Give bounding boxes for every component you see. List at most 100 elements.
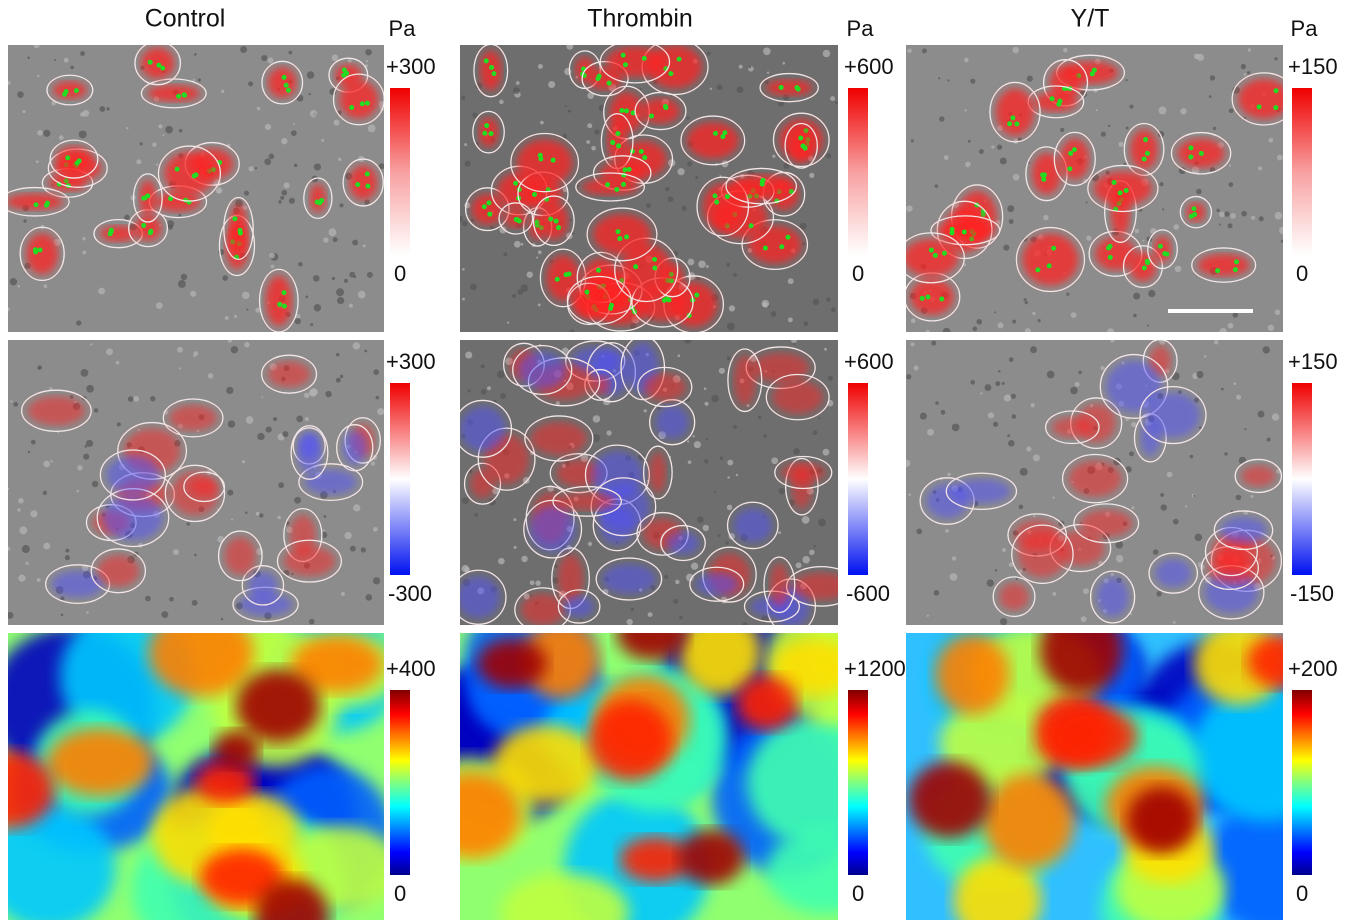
force-vector bbox=[148, 230, 153, 235]
texture bbox=[742, 622, 747, 627]
texture bbox=[758, 416, 761, 419]
texture bbox=[571, 329, 574, 332]
texture bbox=[1142, 240, 1144, 242]
texture bbox=[778, 531, 781, 534]
texture bbox=[340, 375, 343, 378]
texture bbox=[179, 367, 181, 369]
texture bbox=[1032, 312, 1035, 315]
texture bbox=[1116, 555, 1124, 563]
texture bbox=[65, 555, 70, 560]
force-vector bbox=[1142, 265, 1147, 270]
texture bbox=[1100, 366, 1104, 370]
texture bbox=[710, 88, 712, 90]
force-vector bbox=[615, 131, 620, 136]
force-vector bbox=[567, 272, 572, 277]
texture bbox=[707, 52, 711, 56]
force-vector bbox=[623, 62, 628, 67]
texture bbox=[593, 415, 600, 422]
image-panel bbox=[395, 597, 894, 923]
force-vector bbox=[621, 182, 626, 187]
texture bbox=[540, 121, 544, 125]
texture bbox=[538, 64, 543, 69]
texture bbox=[640, 88, 642, 90]
texture bbox=[358, 291, 366, 299]
texture bbox=[970, 79, 975, 84]
texture bbox=[687, 117, 690, 120]
texture bbox=[126, 127, 128, 129]
colorbar-min: -300 bbox=[388, 581, 432, 606]
texture bbox=[339, 203, 343, 207]
texture bbox=[698, 261, 706, 269]
texture bbox=[152, 142, 156, 146]
figure: ControlPa+3000+300-300+4000ThrombinPa+60… bbox=[0, 0, 1363, 923]
texture bbox=[1275, 212, 1283, 220]
texture bbox=[568, 110, 571, 113]
stress-region bbox=[983, 773, 1075, 868]
traction-spot bbox=[517, 139, 573, 185]
texture bbox=[259, 513, 263, 517]
texture bbox=[81, 369, 89, 377]
texture bbox=[727, 460, 733, 466]
texture bbox=[1007, 205, 1014, 212]
texture bbox=[631, 608, 634, 611]
texture bbox=[462, 497, 469, 504]
texture bbox=[1071, 312, 1077, 318]
force-vector bbox=[62, 92, 67, 97]
texture bbox=[802, 242, 805, 245]
texture bbox=[50, 460, 52, 462]
texture bbox=[281, 190, 287, 196]
texture bbox=[332, 277, 335, 280]
texture bbox=[30, 510, 37, 517]
texture bbox=[377, 408, 384, 415]
texture bbox=[140, 142, 143, 145]
texture bbox=[80, 51, 85, 56]
texture bbox=[309, 619, 315, 625]
texture bbox=[298, 262, 303, 267]
texture bbox=[914, 366, 919, 371]
force-vector bbox=[1010, 115, 1015, 120]
texture bbox=[1224, 211, 1229, 216]
stress-region bbox=[935, 634, 1010, 715]
colorbar-min: 0 bbox=[394, 881, 406, 906]
force-vector bbox=[1007, 121, 1012, 126]
texture bbox=[1025, 328, 1031, 334]
texture bbox=[373, 369, 379, 375]
texture bbox=[349, 272, 355, 278]
texture bbox=[931, 341, 936, 346]
texture bbox=[684, 337, 691, 344]
traction-spot bbox=[696, 573, 738, 595]
texture bbox=[1026, 446, 1031, 451]
texture bbox=[37, 75, 40, 78]
texture bbox=[910, 342, 914, 346]
texture bbox=[1277, 155, 1283, 161]
traction-spot bbox=[106, 456, 159, 494]
texture bbox=[772, 155, 775, 158]
texture bbox=[788, 278, 794, 284]
texture bbox=[1175, 266, 1182, 273]
texture bbox=[514, 241, 521, 248]
force-vector bbox=[1145, 151, 1150, 156]
traction-spot bbox=[460, 406, 505, 451]
force-vector bbox=[555, 277, 560, 282]
texture bbox=[341, 592, 345, 596]
force-vector bbox=[482, 204, 487, 209]
texture bbox=[10, 400, 12, 402]
colorbar-max: +300 bbox=[386, 349, 436, 374]
texture bbox=[17, 508, 20, 511]
texture bbox=[1193, 495, 1195, 497]
traction-spot bbox=[472, 194, 503, 225]
texture bbox=[225, 316, 229, 320]
image-panel bbox=[457, 39, 868, 333]
force-vector bbox=[1145, 260, 1150, 265]
texture bbox=[809, 550, 814, 555]
texture bbox=[7, 612, 14, 619]
image-panel bbox=[906, 606, 1341, 923]
traction-spot bbox=[190, 478, 219, 495]
texture bbox=[1196, 189, 1202, 195]
force-vector bbox=[341, 73, 346, 78]
texture bbox=[717, 84, 723, 90]
texture bbox=[470, 284, 477, 291]
texture bbox=[246, 416, 254, 424]
texture bbox=[826, 153, 831, 158]
texture bbox=[1107, 328, 1114, 335]
